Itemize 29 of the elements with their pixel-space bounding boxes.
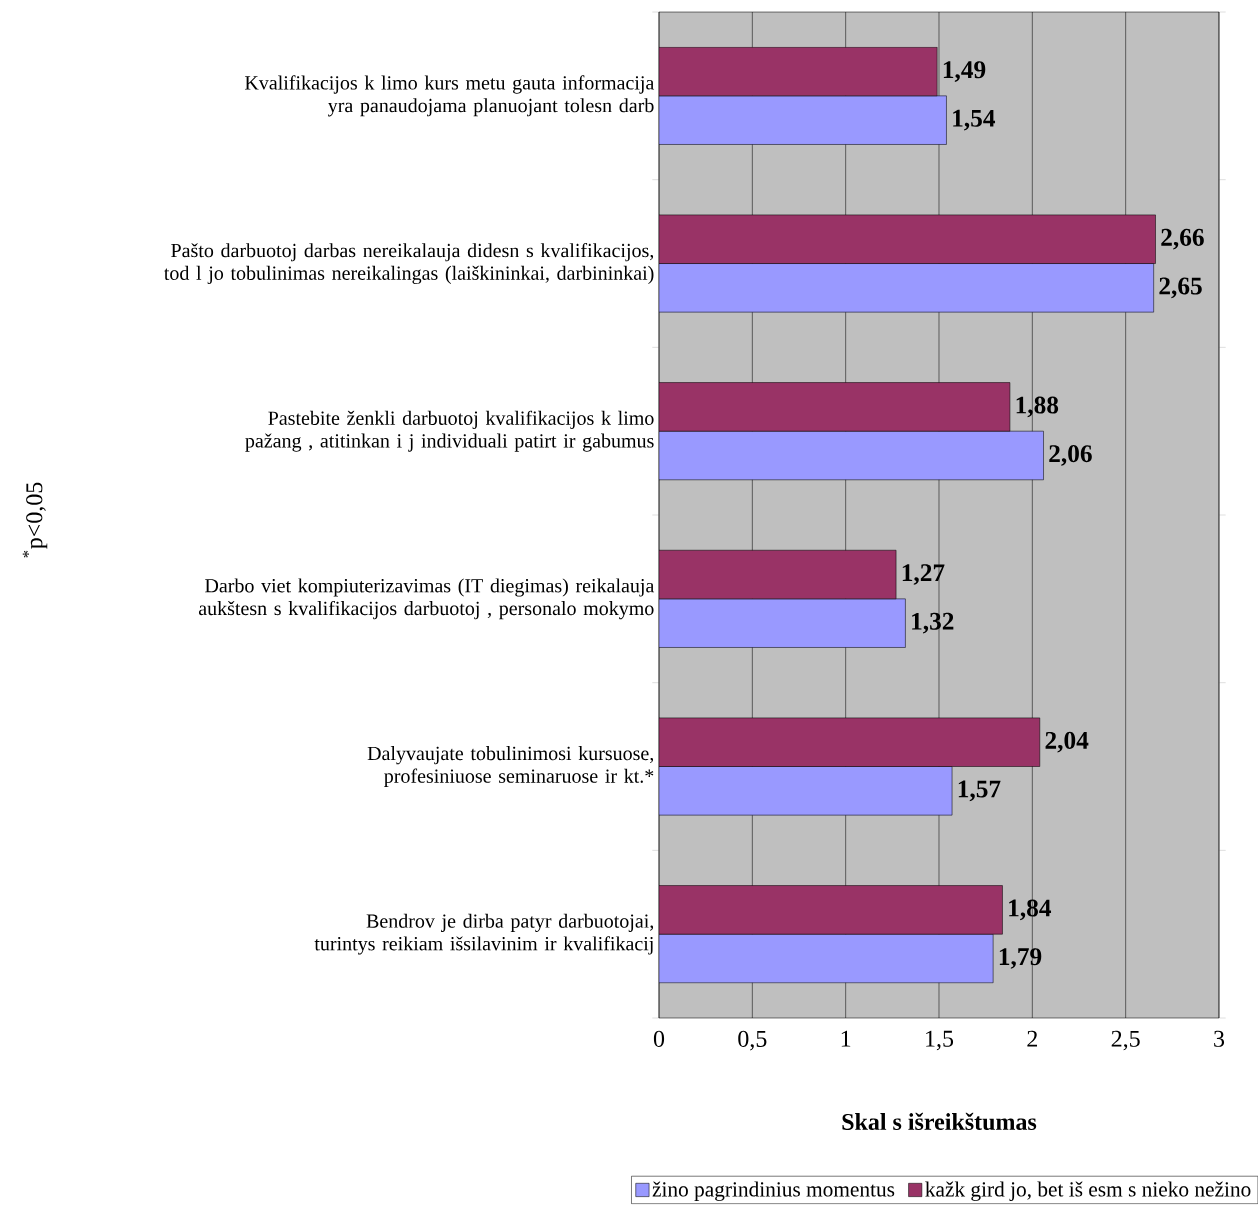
data-label: 1,84 bbox=[1009, 899, 1052, 921]
legend-label: žino pagrindinius momentus bbox=[652, 1181, 895, 1201]
data-label: 1,32 bbox=[912, 612, 954, 634]
data-label: 2,66 bbox=[1161, 228, 1204, 250]
x-tick-label: 0,5 bbox=[738, 1030, 767, 1051]
data-label: 1,54 bbox=[953, 109, 996, 131]
x-tick-label: 1 bbox=[841, 1030, 851, 1047]
y-tick-label: Darbo viet kompiuterizavimas (IT diegimas) reikalauja aukštesn s kvalifikacijos darbuotoj , personalo mokymo bbox=[198, 578, 655, 620]
y-tick-label: Pašto darbuotoj darbas nereikalauja didesn s kvalifikacijos, tod l jo tobulinimas nereikalingas (laiškininkai, darbininkai) bbox=[164, 242, 654, 285]
data-label: 1,27 bbox=[902, 564, 945, 585]
x-axis-title: Skal s išreikštumas bbox=[842, 1112, 1037, 1131]
legend-label: kažk gird jo, bet iš esm s nieko nežino bbox=[925, 1181, 1251, 1201]
y-tick-label: Bendrov je dirba patyr darbuotojai, turintys reikiam išsilavinim ir kvalifikacij bbox=[314, 913, 654, 955]
text: $^{*}$p<0,05 bbox=[22, 482, 48, 558]
x-tick-label: 1,5 bbox=[926, 1030, 954, 1051]
data-label: 2,65 bbox=[1159, 277, 1202, 299]
data-label: 2,06 bbox=[1049, 445, 1092, 466]
x-tick-label: 2 bbox=[1027, 1030, 1038, 1047]
data-label: 1,49 bbox=[943, 61, 986, 82]
data-label: 2,04 bbox=[1045, 731, 1089, 753]
data-label: 1,57 bbox=[958, 780, 1001, 802]
data-label: 1,79 bbox=[999, 948, 1042, 969]
x-tick-label: 3 bbox=[1214, 1030, 1225, 1047]
y-tick-label: Kvalifikacijos k limo kurs metu gauta informacija yra panaudojama planuojant tolesn darb bbox=[244, 75, 655, 117]
data-label: 1,88 bbox=[1016, 396, 1059, 418]
x-tick-label: 2,5 bbox=[1111, 1030, 1140, 1051]
y-tick-label: Pastebite ženkli darbuotoj kvalifikacijos k limo pažang , atitinkan i j individuali patirt ir gabumus bbox=[245, 410, 654, 452]
x-tick-label: 0 bbox=[653, 1030, 665, 1047]
y-tick-label: Dalyvaujate tobulinimosi kursuose, profesiniuose seminaruose ir kt.* bbox=[367, 746, 654, 787]
